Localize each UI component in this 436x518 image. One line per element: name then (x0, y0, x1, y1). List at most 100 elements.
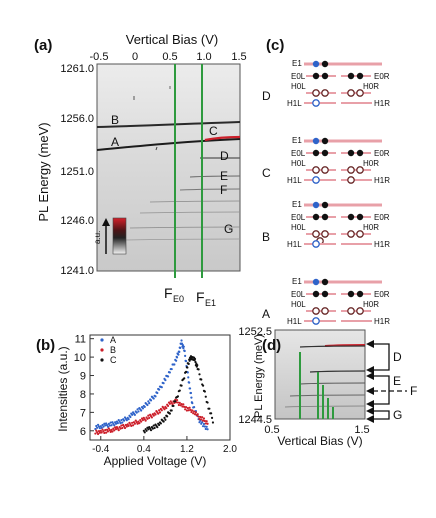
series-A-point (94, 427, 97, 431)
hole (312, 230, 320, 238)
level-label-H1L: H1L (287, 176, 302, 185)
level-label-H0R: H0R (363, 82, 379, 91)
hole (321, 307, 329, 315)
hole (356, 307, 364, 315)
series-B-point (168, 402, 171, 405)
series-C-point (183, 377, 186, 380)
series-C-point (180, 384, 183, 387)
electron (347, 149, 355, 157)
electron (321, 278, 329, 286)
hole (321, 230, 329, 238)
series-B-point (186, 406, 189, 410)
row-label: C (262, 166, 271, 180)
hole (356, 230, 364, 238)
arrowhead (366, 340, 374, 348)
series-A-point (109, 421, 112, 424)
hole-blue (312, 317, 320, 325)
electron (321, 137, 329, 145)
series-B-point (138, 422, 141, 425)
panel-b-plot: 6 7 8 9 10 11 -0.4 0.4 1.2 2.0 ABC (74, 334, 238, 455)
series-C-point (143, 431, 146, 434)
line-F (179, 188, 241, 191)
level-label-E0R: E0R (374, 149, 390, 158)
series-B-point (178, 401, 181, 404)
line-label-F: F (220, 183, 227, 197)
series-C-point (203, 390, 206, 393)
level-diagram-D: D E1 E0L E0R H0L H0R H1L H1R (262, 59, 390, 108)
bracket-E (373, 375, 390, 405)
series-C-point (193, 357, 197, 361)
hole (347, 230, 355, 238)
line-E (189, 175, 241, 178)
level-diagram-B: B E1 E0L E0R H0L H0R H1L H1R (262, 200, 390, 249)
series-C-point (206, 401, 209, 404)
series-B-point (108, 429, 111, 432)
series-A-point (189, 391, 193, 395)
panel-a: (a) Vertical Bias (V) -0.5 0 0.5 1.0 1.5… (34, 32, 247, 308)
marker-F-letter: F (196, 289, 205, 305)
series-B-point (144, 419, 147, 422)
series-B-point (119, 427, 122, 430)
level-diagram-C: C E1 E0L E0R H0L H0R H1L H1R (262, 136, 390, 185)
series-A-point (96, 423, 100, 426)
d-line-F (299, 382, 366, 385)
series-B-point (102, 430, 105, 433)
series-A-point (206, 428, 209, 431)
level-diagram-A: A E1 E0L E0R H0L H0R H1L H1R (262, 277, 390, 326)
series-A-point (203, 425, 206, 428)
hole-blue (312, 99, 320, 107)
series-A-point (125, 419, 128, 422)
series-A-point (202, 422, 206, 426)
series-B-point (114, 428, 118, 431)
series-B-point (192, 412, 195, 415)
series-B-point (163, 408, 166, 411)
y-tick-label: 9 (80, 371, 86, 383)
level-label-H1L: H1L (287, 240, 302, 249)
level-label-H1L: H1L (287, 99, 302, 108)
x-tick-label: -0.5 (90, 51, 109, 63)
electron-blue (312, 60, 320, 68)
series-B-point (96, 432, 100, 436)
electron (321, 60, 329, 68)
series-B-point (105, 428, 109, 431)
hole (347, 166, 355, 174)
panel-d-xlabel: Vertical Bias (V) (277, 434, 362, 448)
series-A-point (135, 411, 138, 414)
series-B-point (113, 429, 116, 432)
series-A-point (205, 425, 208, 428)
series-A-point (184, 354, 187, 357)
series-C-point (172, 404, 175, 408)
d-line-E (309, 370, 366, 373)
series-A-point (166, 375, 170, 378)
x-tick-label: 2.0 (223, 444, 237, 455)
x-tick-label: -0.4 (92, 444, 110, 455)
series-C-point (159, 422, 162, 425)
level-label-H0L: H0L (291, 82, 306, 91)
y-tick-label: 10 (74, 352, 86, 364)
series-C-point (147, 428, 150, 431)
row-label: A (262, 307, 270, 321)
line-G (129, 226, 241, 229)
level-label-E1: E1 (292, 59, 302, 68)
series-A-point (106, 425, 110, 428)
electron (321, 201, 329, 209)
series-C-point (184, 370, 188, 373)
electron (312, 72, 320, 80)
level-label-E1: E1 (292, 136, 302, 145)
series-B-point (111, 430, 114, 433)
series-A-point (131, 413, 134, 416)
hole-blue (312, 240, 320, 248)
panel-b: (b) Intensities (a.u.) Applied Voltage (… (36, 334, 237, 468)
series-A-point (160, 386, 163, 389)
series-A-point (108, 424, 111, 427)
level-label-H1R: H1R (374, 176, 390, 185)
series-B-point (194, 411, 197, 414)
series-A-point (102, 425, 105, 428)
panel-d-arrowheads (366, 340, 374, 423)
series-C-point (187, 362, 190, 365)
electron (347, 72, 355, 80)
series-A-point (204, 427, 207, 431)
electron-blue (312, 201, 320, 209)
hole (312, 89, 320, 97)
y-tick-label: 1256.0 (60, 113, 94, 125)
